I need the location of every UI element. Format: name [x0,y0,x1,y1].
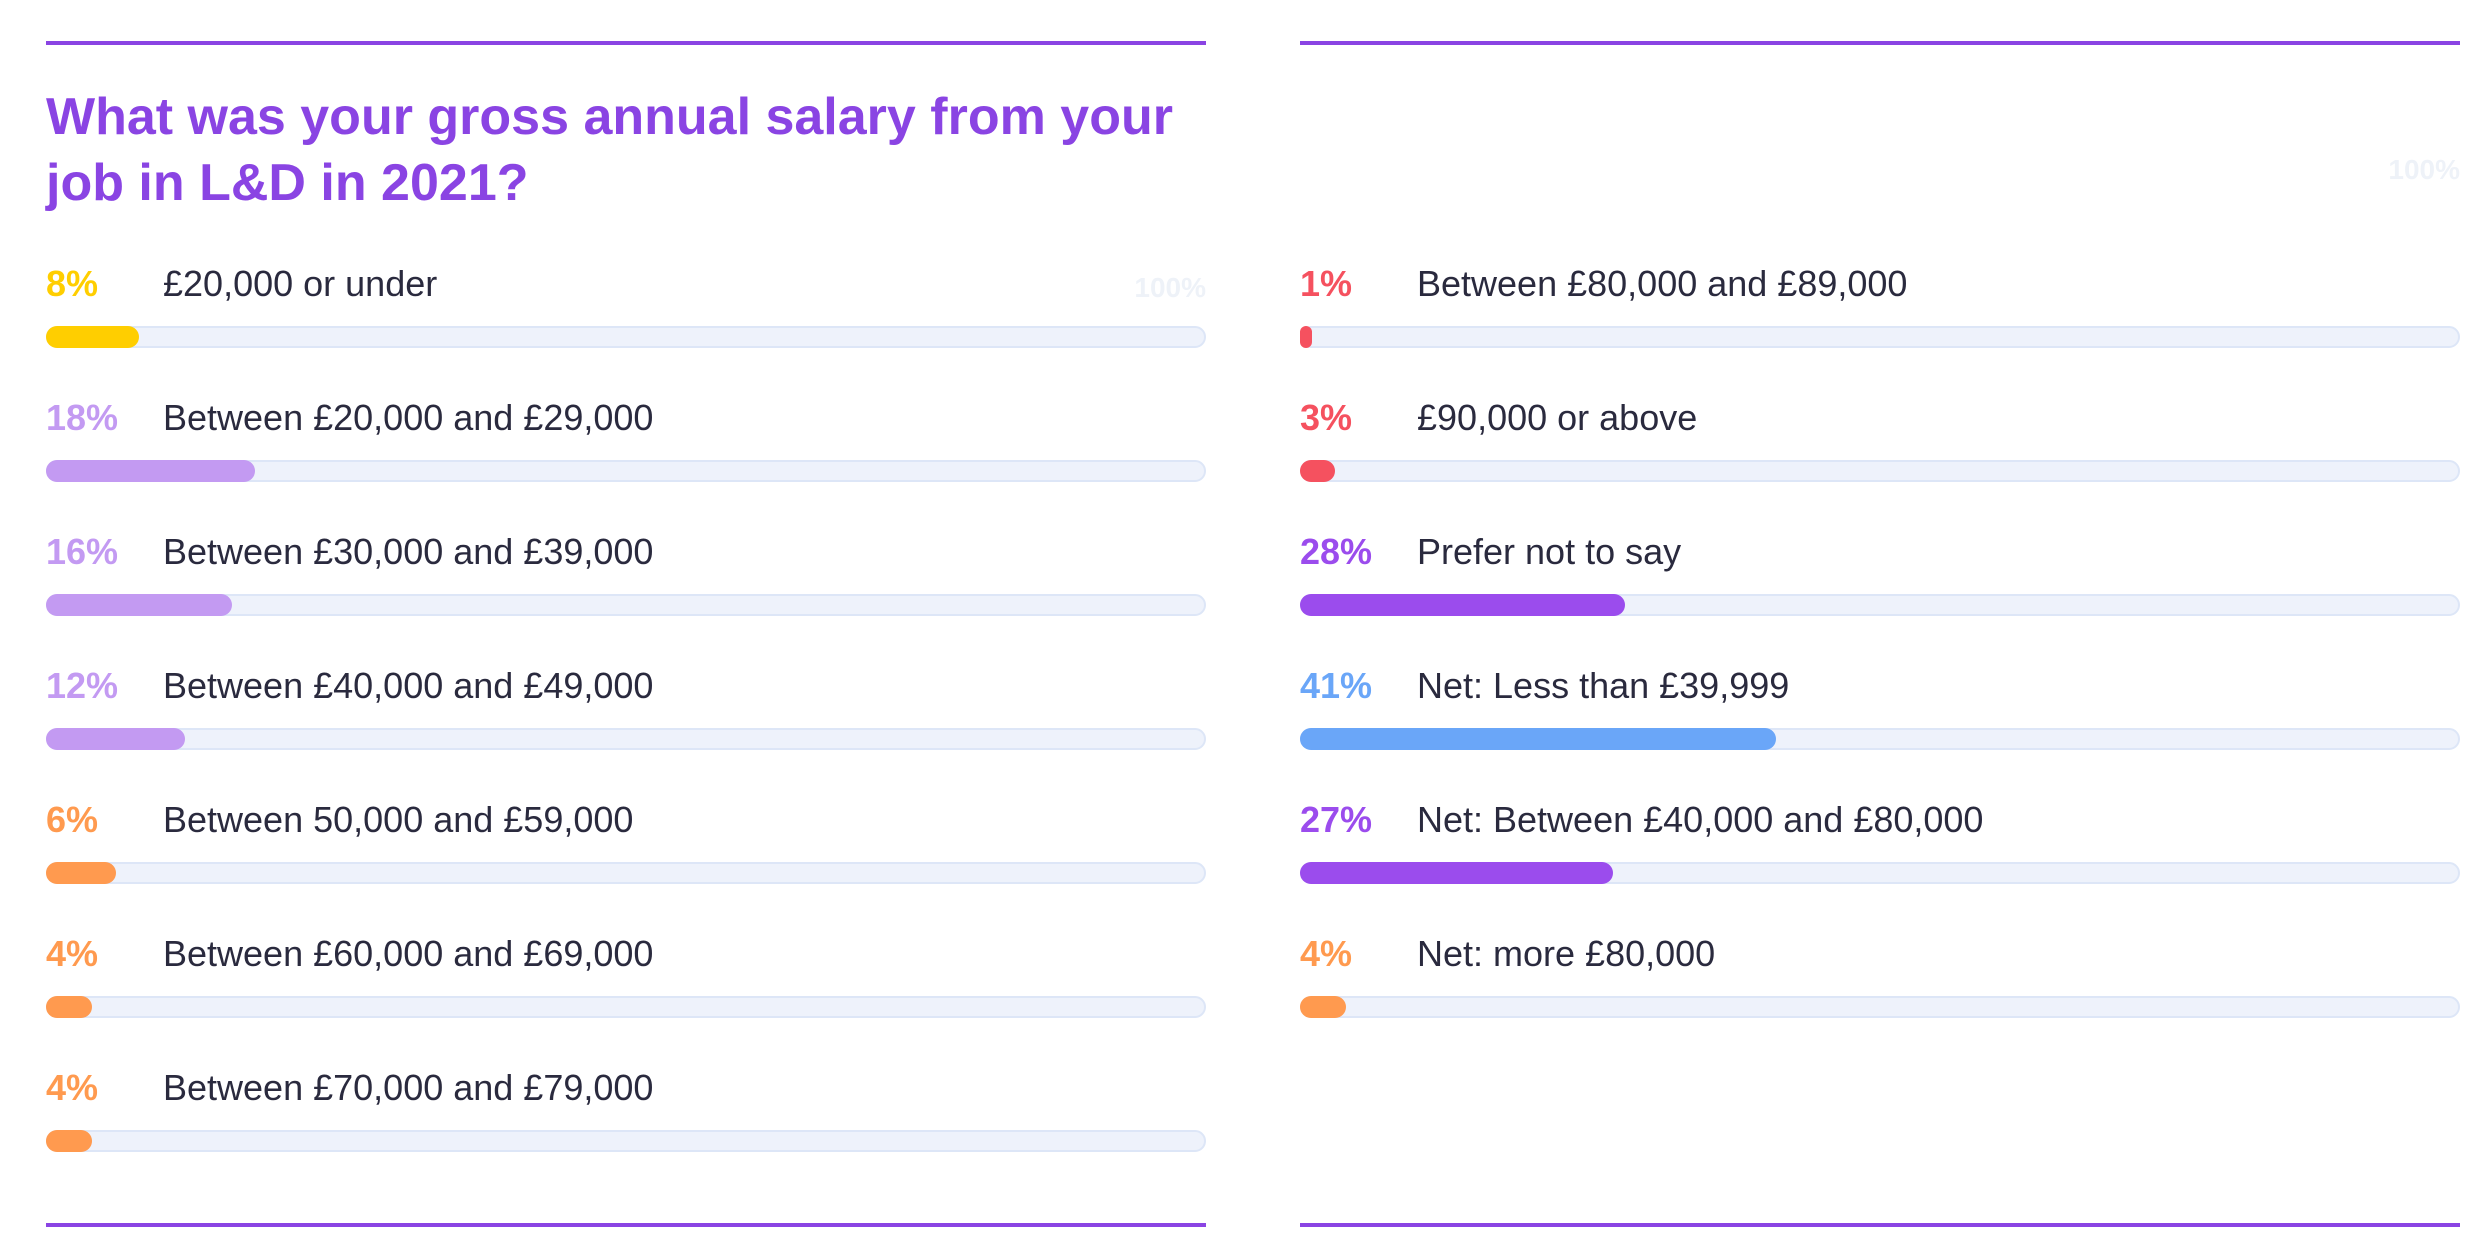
bar [46,728,185,750]
bar-track [46,996,1206,1018]
bar-row: 4% Between £70,000 and £79,000 [46,1066,1206,1166]
bar [46,996,92,1018]
bar-row: 41% Net: Less than £39,999 [1300,664,2460,764]
bar-track [1300,460,2460,482]
bar [46,594,232,616]
value-label: 1% [1300,263,1353,304]
bar [46,1130,92,1152]
category-label: Prefer not to say [1417,531,1682,572]
scale-max-label: 100% [2388,154,2460,185]
category-label: £90,000 or above [1417,397,1698,438]
chart-title: What was your gross annual salary from y… [46,88,1173,212]
bar [1300,862,1613,884]
category-label: Between £30,000 and £39,000 [163,531,654,572]
chart-panel-left: What was your gross annual salary from y… [46,0,1206,1245]
bar-track [46,1130,1206,1152]
bar-track [1300,996,2460,1018]
category-label: Between £40,000 and £49,000 [163,665,654,706]
bar-row: 27% Net: Between £40,000 and £80,000 [1300,798,2460,898]
bar-track [46,728,1206,750]
category-label: Between £60,000 and £69,000 [163,933,654,974]
value-label: 3% [1300,397,1353,438]
bar-track [1300,326,2460,348]
value-label: 8% [46,263,99,304]
category-label: Between £20,000 and £29,000 [163,397,654,438]
value-label: 27% [1300,799,1373,840]
bottom-divider [46,1223,1206,1227]
bar-track [46,326,1206,348]
bar-row: 18% Between £20,000 and £29,000 [46,396,1206,496]
category-label: Between £70,000 and £79,000 [163,1067,654,1108]
value-label: 4% [46,1067,99,1108]
bar [1300,996,1346,1018]
bar [1300,326,1312,348]
chart-panel-right: 100% 1% Between £80,000 and £89,000 3% £90,… [1300,0,2460,1245]
bar [46,326,139,348]
category-label: Between £80,000 and £89,000 [1417,263,1908,304]
top-divider [46,41,1206,45]
bar-track [46,862,1206,884]
bar-row: 4% Net: more £80,000 [1300,932,2460,1032]
bar-row: 28% Prefer not to say [1300,530,2460,630]
bar [46,460,255,482]
value-label: 28% [1300,531,1373,572]
value-label: 4% [1300,933,1353,974]
bar [46,862,116,884]
bar-row: 6% Between 50,000 and £59,000 [46,798,1206,898]
value-label: 41% [1300,665,1373,706]
bar [1300,594,1625,616]
value-label: 12% [46,665,119,706]
value-label: 16% [46,531,119,572]
value-label: 4% [46,933,99,974]
bar-row: 12% Between £40,000 and £49,000 [46,664,1206,764]
value-label: 6% [46,799,99,840]
bar-row: 4% Between £60,000 and £69,000 [46,932,1206,1032]
value-label: 18% [46,397,119,438]
bar-row: 3% £90,000 or above [1300,396,2460,496]
bar [1300,460,1335,482]
bar-row: 16% Between £30,000 and £39,000 [46,530,1206,630]
bar [1300,728,1776,750]
bar-row: 8% £20,000 or under [46,262,1206,362]
top-divider [1300,41,2460,45]
category-label: Net: Between £40,000 and £80,000 [1417,799,1984,840]
category-label: Net: more £80,000 [1417,933,1716,974]
category-label: Between 50,000 and £59,000 [163,799,634,840]
category-label: Net: Less than £39,999 [1417,665,1790,706]
bar-row: 1% Between £80,000 and £89,000 [1300,262,2460,362]
bottom-divider [1300,1223,2460,1227]
category-label: £20,000 or under [163,263,438,304]
scale-max-label: 100% [1134,272,1206,303]
